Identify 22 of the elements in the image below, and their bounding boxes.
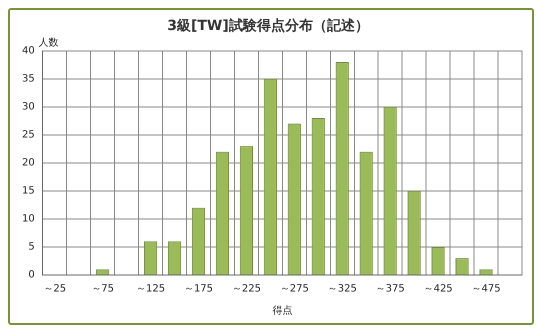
y-tick-label: 0 [28, 270, 35, 281]
x-tick-label: ～175 [184, 284, 214, 295]
x-tick-label: ～275 [280, 284, 309, 295]
x-tick-label: ～75 [91, 284, 114, 295]
x-tick-label: ～25 [43, 284, 66, 295]
x-tick-label: ～225 [232, 284, 261, 295]
chart-title: 3級[TW]試験得点分布（記述） [167, 17, 369, 34]
x-tick-label: ～475 [472, 284, 501, 295]
x-tick-label: ～325 [328, 284, 357, 295]
y-tick-label: 40 [22, 45, 35, 56]
x-tick-label: ～425 [424, 284, 453, 295]
x-axis-title: 得点 [272, 304, 292, 317]
y-tick-label: 15 [22, 186, 35, 197]
y-tick-label: 25 [22, 129, 35, 140]
y-axis-title: 人数 [38, 37, 59, 48]
y-tick-label: 30 [22, 101, 35, 112]
y-tick-label: 35 [22, 73, 35, 84]
x-tick-label: ～125 [136, 284, 166, 295]
y-tick-label: 5 [28, 242, 35, 253]
x-tick-label: ～375 [376, 284, 405, 295]
y-tick-label: 10 [22, 214, 35, 225]
y-tick-label: 20 [22, 157, 35, 168]
